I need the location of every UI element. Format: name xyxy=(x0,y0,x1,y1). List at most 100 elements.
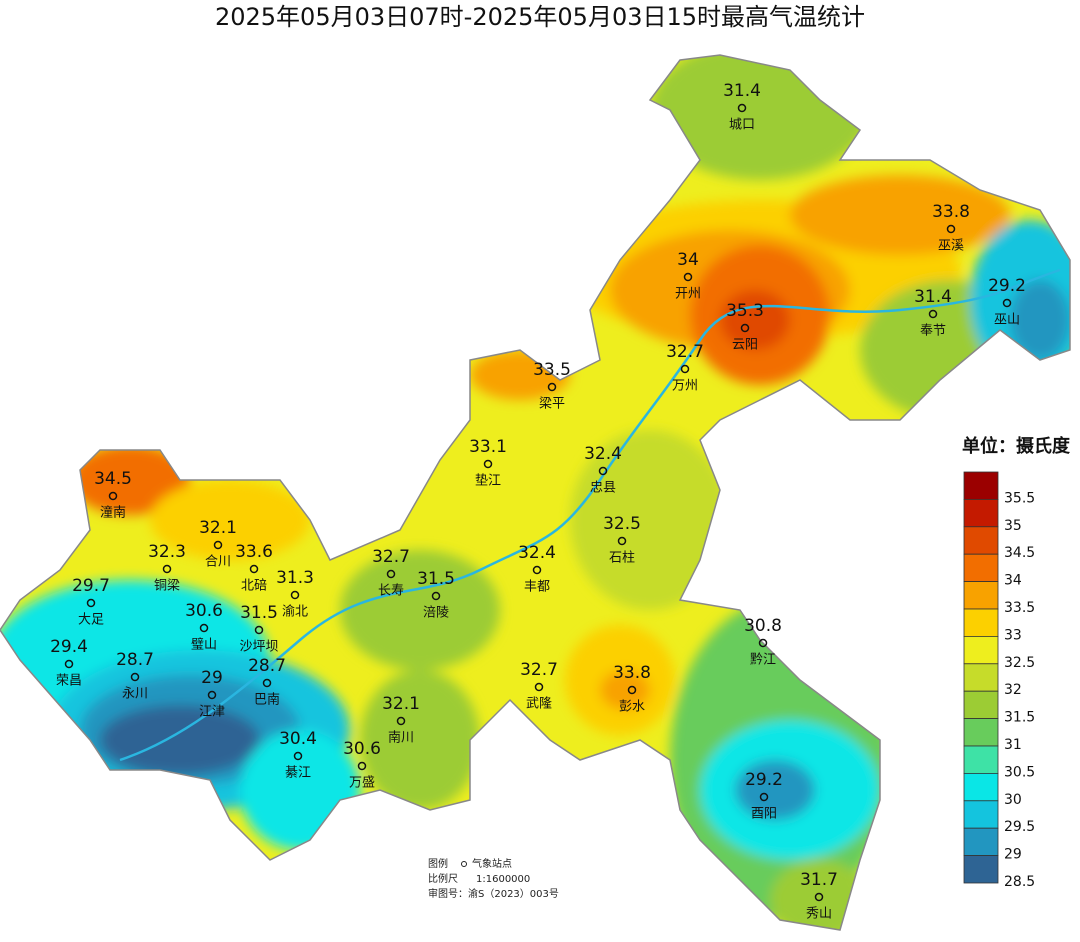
station-value: 29.2 xyxy=(745,770,783,790)
boundary xyxy=(0,54,1071,931)
station-value: 30.4 xyxy=(279,729,317,749)
legend-label: 图例 xyxy=(428,857,448,870)
station-name: 渝北 xyxy=(282,604,308,620)
station-name: 巫溪 xyxy=(938,239,964,254)
colorbar-box xyxy=(963,690,999,720)
station-name: 忠县 xyxy=(590,481,616,496)
approval: 审图号：渝S（2023）003号 xyxy=(428,887,559,900)
colorbar-box xyxy=(963,773,999,802)
scale: 1:1600000 xyxy=(476,874,530,885)
station-marker xyxy=(946,224,956,234)
station: 30.6 璧山 xyxy=(185,601,223,653)
station: 29.2 巫山 xyxy=(988,276,1026,328)
station-name: 云阳 xyxy=(732,338,758,353)
station-marker xyxy=(396,716,406,726)
station: 34.5 潼南 xyxy=(94,469,132,521)
colorbar-box xyxy=(963,718,999,747)
station-marker xyxy=(737,103,747,113)
station-marker xyxy=(683,272,693,282)
station-name: 荣昌 xyxy=(56,674,82,689)
colorbar-box xyxy=(963,498,999,528)
station-marker xyxy=(86,598,96,608)
colorbar-label: 32.5 xyxy=(1004,655,1035,671)
station: 32.7 武隆 xyxy=(520,660,558,712)
station: 34 开州 xyxy=(675,250,701,302)
station-name: 涪陵 xyxy=(423,606,449,621)
station-value: 32.7 xyxy=(372,547,410,567)
station-marker xyxy=(207,690,217,700)
station: 31.5 沙坪坝 xyxy=(239,603,278,655)
colorbar-box xyxy=(963,608,999,637)
station-name: 沙坪坝 xyxy=(239,640,278,655)
station-marker xyxy=(130,672,140,682)
station-value: 33.8 xyxy=(932,202,970,222)
colorbar-box xyxy=(963,800,999,829)
station-name: 长寿 xyxy=(378,584,404,599)
station-marker xyxy=(386,569,396,579)
colorbar-box xyxy=(963,526,999,555)
station-value: 29.7 xyxy=(72,576,110,596)
station-marker xyxy=(814,892,824,902)
station: 29.7 大足 xyxy=(72,576,110,628)
colorbar-label: 34.5 xyxy=(1004,545,1035,561)
station-name: 北碚 xyxy=(241,579,267,594)
station: 33.1 垫江 xyxy=(469,437,507,489)
station-value: 33.6 xyxy=(235,542,273,562)
scale-label: 比例尺 xyxy=(428,872,458,885)
station-name: 秀山 xyxy=(806,907,832,922)
station-value: 35.3 xyxy=(726,301,764,321)
colorbar-label: 33.5 xyxy=(1004,600,1035,616)
station: 32.3 铜梁 xyxy=(148,542,186,594)
station: 30.6 万盛 xyxy=(343,739,381,791)
station-value: 30.6 xyxy=(185,601,223,621)
station-value: 31.4 xyxy=(914,287,952,307)
station-value: 31.5 xyxy=(417,569,455,589)
station: 28.7 永川 xyxy=(116,650,154,702)
station-value: 32.5 xyxy=(603,514,641,534)
station-name: 开州 xyxy=(675,287,701,302)
station-name: 江津 xyxy=(199,705,225,720)
station: 30.4 綦江 xyxy=(279,729,317,781)
station-name: 大足 xyxy=(78,613,104,628)
colorbar-box xyxy=(963,581,999,610)
station-value: 33.8 xyxy=(613,663,651,683)
unit-label: 单位：摄氏度 xyxy=(962,435,1071,457)
station-name: 潼南 xyxy=(100,505,126,521)
station: 31.3 渝北 xyxy=(276,568,314,620)
station-name: 丰都 xyxy=(524,580,550,595)
station-value: 33.5 xyxy=(533,360,571,380)
station-label: 气象站点 xyxy=(472,857,512,870)
station-name: 武隆 xyxy=(526,697,552,712)
colorbar-box xyxy=(963,553,999,583)
station-name: 垫江 xyxy=(475,473,501,489)
station-marker xyxy=(483,459,493,469)
station: 32.4 忠县 xyxy=(584,444,622,496)
station: 31.4 城口 xyxy=(723,81,761,133)
station-value: 28.7 xyxy=(248,656,286,676)
station-name: 梁平 xyxy=(539,397,565,412)
station: 32.7 万州 xyxy=(666,342,704,394)
temperature-field xyxy=(0,55,1070,930)
station-value: 31.3 xyxy=(276,568,314,588)
title: 2025年05月03日07时-2025年05月03日15时最高气温统计 xyxy=(215,3,865,31)
station-marker xyxy=(532,565,542,575)
station-value: 29.2 xyxy=(988,276,1026,296)
colorbar-box xyxy=(963,855,999,884)
station-marker xyxy=(357,761,367,771)
station: 31.7 秀山 xyxy=(800,870,838,922)
station-name: 黔江 xyxy=(750,653,776,668)
map-notes: 图例 气象站点 比例尺 1:1600000 审图号：渝S（2023）003号 xyxy=(428,857,559,900)
station-name: 南川 xyxy=(388,730,414,746)
station: 32.4 丰都 xyxy=(518,543,556,595)
station: 31.5 涪陵 xyxy=(417,569,455,621)
colorbar-label: 30 xyxy=(1004,792,1022,808)
station: 32.1 南川 xyxy=(382,694,420,746)
station-value: 32.4 xyxy=(584,444,622,464)
station: 33.8 彭水 xyxy=(613,663,651,715)
station-value: 32.4 xyxy=(518,543,556,563)
legend-marker xyxy=(461,861,467,867)
colorbar-label: 31.5 xyxy=(1004,710,1035,726)
station-marker xyxy=(108,491,118,501)
station: 33.5 梁平 xyxy=(533,360,571,412)
